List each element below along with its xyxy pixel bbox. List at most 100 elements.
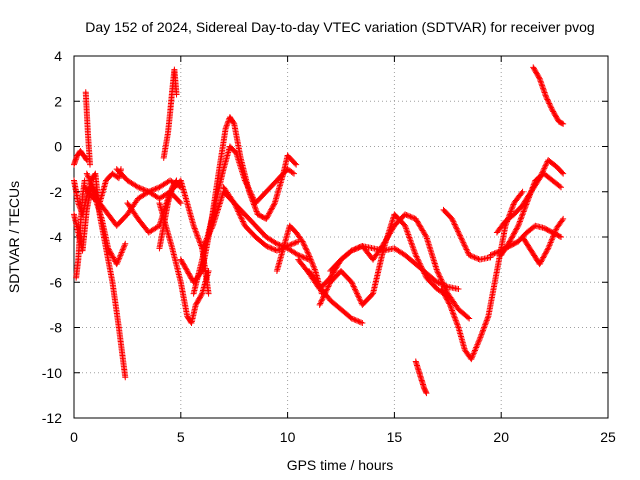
data-point [202,238,209,245]
data-point [440,289,447,296]
data-point [546,242,553,249]
data-point [475,338,482,345]
data-point [235,209,242,216]
data-point [550,232,557,239]
data-point [445,299,452,306]
data-point [192,226,199,233]
data-point [434,279,441,286]
data-point [542,162,549,169]
data-point [419,266,426,273]
data-point [415,257,422,264]
data-point [183,266,190,273]
data-point [522,202,529,209]
data-point [515,222,522,229]
data-point [317,300,324,307]
data-point [540,253,547,260]
data-point [403,227,410,234]
data-point [293,161,300,168]
data-point [517,215,524,222]
data-point [560,120,567,127]
data-point [472,345,479,352]
data-point [403,225,410,232]
data-point [541,165,548,172]
data-point [547,239,554,246]
data-point [182,265,189,272]
data-point [296,252,303,259]
data-point [536,261,543,268]
data-point [439,288,446,295]
data-point [452,316,459,323]
data-point [177,200,184,207]
data-point [305,250,312,257]
data-point [110,254,117,261]
data-point [115,256,122,263]
grid-lines [74,56,608,418]
data-point [549,107,556,114]
data-point [409,241,416,248]
data-point [194,298,201,305]
data-point [492,249,499,256]
data-point [446,300,453,307]
data-point [435,270,442,277]
data-point [351,246,358,253]
data-point [186,271,193,278]
data-point [233,204,240,211]
series-arc-16 [220,184,302,254]
data-point [191,224,198,231]
data-point [442,293,449,300]
data-point [543,161,550,168]
data-point [548,236,555,243]
data-point [458,235,465,242]
data-point [559,217,566,224]
data-point [448,304,455,311]
data-point [491,250,498,257]
data-point [524,198,531,205]
data-point [483,317,490,324]
data-point [438,276,445,283]
data-point [304,249,311,256]
data-point [530,181,537,188]
series-arc-10 [156,200,212,326]
data-point [460,239,467,246]
data-point [407,237,414,244]
data-point [206,229,213,236]
data-point [513,225,520,232]
data-point [464,249,471,256]
data-point [119,246,126,253]
data-point [223,123,230,130]
data-point [194,299,201,306]
data-point [559,120,566,127]
data-point [305,252,312,259]
data-point [458,236,465,243]
y-tick-label: -8 [50,320,63,336]
data-point [545,243,552,250]
data-point [236,211,243,218]
data-point [403,211,410,218]
data-point [538,258,545,265]
data-point [307,256,314,263]
data-point [311,266,318,273]
data-point [297,253,304,260]
data-point [348,247,355,254]
data-point [356,318,363,325]
data-point [482,320,489,327]
data-point [323,287,330,294]
data-point [196,238,203,245]
data-point [250,195,257,202]
data-point [85,174,92,181]
data-point [243,180,250,187]
data-point [509,233,516,240]
data-point [402,211,409,218]
data-point [528,187,535,194]
data-point [508,205,515,212]
data-point [88,180,95,187]
data-point [350,282,357,289]
data-point [407,213,414,220]
data-point [462,245,469,252]
data-point [449,308,456,315]
data-point [466,315,473,322]
data-point [494,249,501,256]
data-point [263,215,270,222]
data-point [454,227,461,234]
data-point [420,269,427,276]
